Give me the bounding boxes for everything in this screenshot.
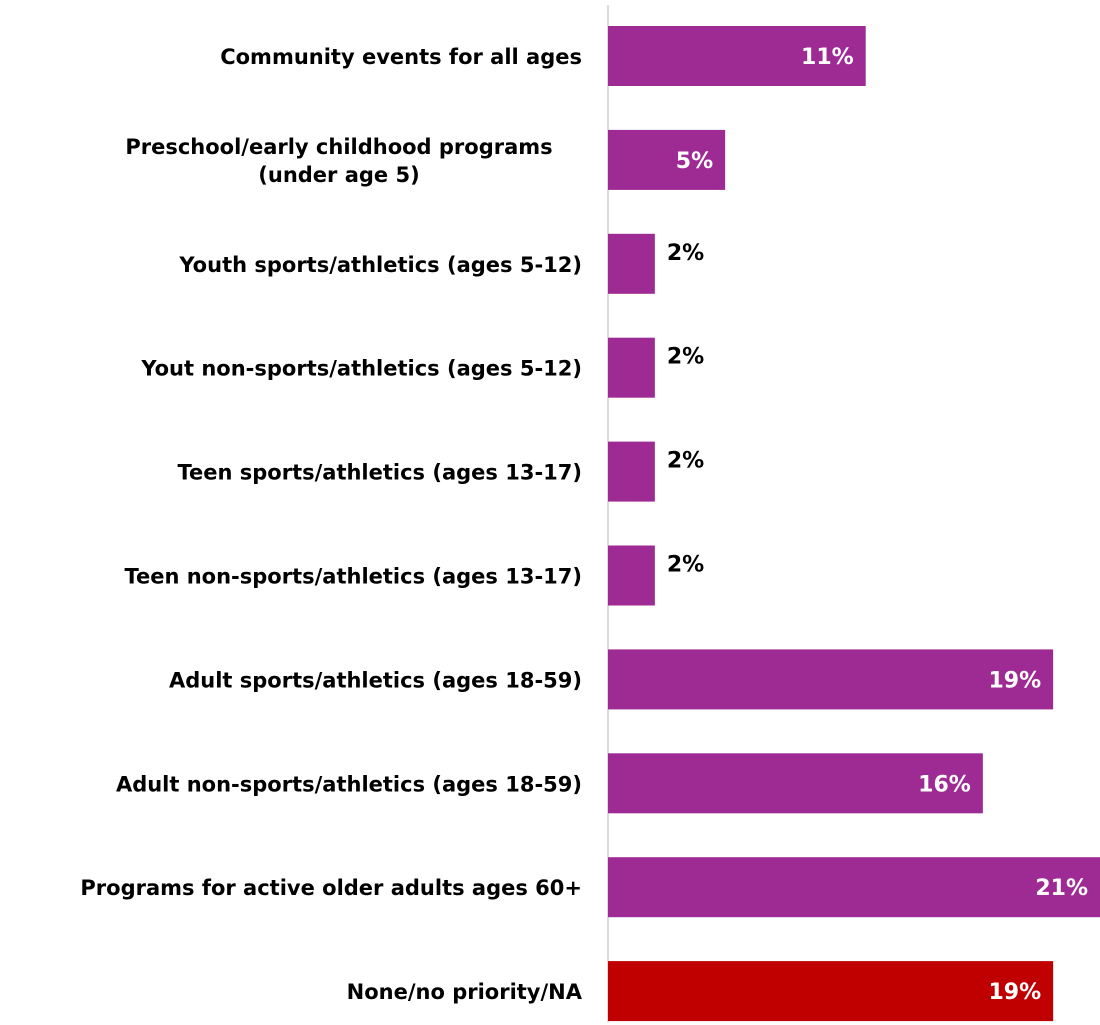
bar-8 bbox=[608, 857, 1100, 918]
category-label-1: Preschool/early childhood programs (under… bbox=[125, 135, 552, 187]
category-label-0-line-0: Community events for all ages bbox=[220, 45, 582, 69]
category-label-1-line-0: Preschool/early childhood programs bbox=[125, 135, 552, 159]
category-label-6-line-0: Adult sports/athletics (ages 18-59) bbox=[169, 668, 582, 692]
value-label-3: 2% bbox=[667, 345, 704, 370]
category-label-7: Adult non-sports/athletics (ages 18-59) bbox=[116, 772, 582, 796]
value-label-0: 11% bbox=[801, 45, 854, 70]
category-label-0: Community events for all ages bbox=[220, 45, 582, 69]
category-label-9: None/no priority/NA bbox=[347, 980, 583, 1004]
value-label-9: 19% bbox=[988, 980, 1041, 1005]
value-label-5: 2% bbox=[667, 553, 704, 578]
bar-4 bbox=[608, 441, 655, 502]
bar-0 bbox=[608, 26, 866, 86]
value-label-7: 16% bbox=[918, 772, 971, 797]
value-label-1: 5% bbox=[676, 149, 713, 174]
category-label-8-line-0: Programs for active older adults ages 60… bbox=[80, 876, 582, 900]
category-label-3-line-0: Yout non-sports/athletics (ages 5-12) bbox=[140, 357, 582, 381]
category-label-3: Yout non-sports/athletics (ages 5-12) bbox=[140, 357, 582, 381]
category-label-2: Youth sports/athletics (ages 5-12) bbox=[178, 253, 582, 277]
value-label-4: 2% bbox=[667, 449, 704, 474]
bars-layer: 11% Community events for all ages 5% Presch… bbox=[80, 26, 1100, 1022]
category-label-7-line-0: Adult non-sports/athletics (ages 18-59) bbox=[116, 772, 582, 796]
bar-6 bbox=[608, 649, 1054, 710]
bar-1 bbox=[608, 129, 726, 190]
category-label-8: Programs for active older adults ages 60… bbox=[80, 876, 582, 900]
category-label-5-line-0: Teen non-sports/athletics (ages 13-17) bbox=[124, 565, 582, 589]
bar-2 bbox=[608, 233, 655, 294]
category-label-6: Adult sports/athletics (ages 18-59) bbox=[169, 668, 582, 692]
bar-9 bbox=[608, 961, 1054, 1022]
value-label-2: 2% bbox=[667, 241, 704, 266]
category-label-9-line-0: None/no priority/NA bbox=[347, 980, 583, 1004]
bar-3 bbox=[608, 337, 655, 398]
value-label-6: 19% bbox=[988, 668, 1041, 693]
category-label-4-line-0: Teen sports/athletics (ages 13-17) bbox=[177, 461, 582, 485]
bar-7 bbox=[608, 753, 983, 814]
category-label-1-line-1: (under age 5) bbox=[258, 163, 419, 187]
category-label-5: Teen non-sports/athletics (ages 13-17) bbox=[124, 565, 582, 589]
value-label-8: 21% bbox=[1035, 876, 1088, 901]
category-label-2-line-0: Youth sports/athletics (ages 5-12) bbox=[178, 253, 582, 277]
bar-5 bbox=[608, 545, 655, 606]
category-label-4: Teen sports/athletics (ages 13-17) bbox=[177, 461, 582, 485]
